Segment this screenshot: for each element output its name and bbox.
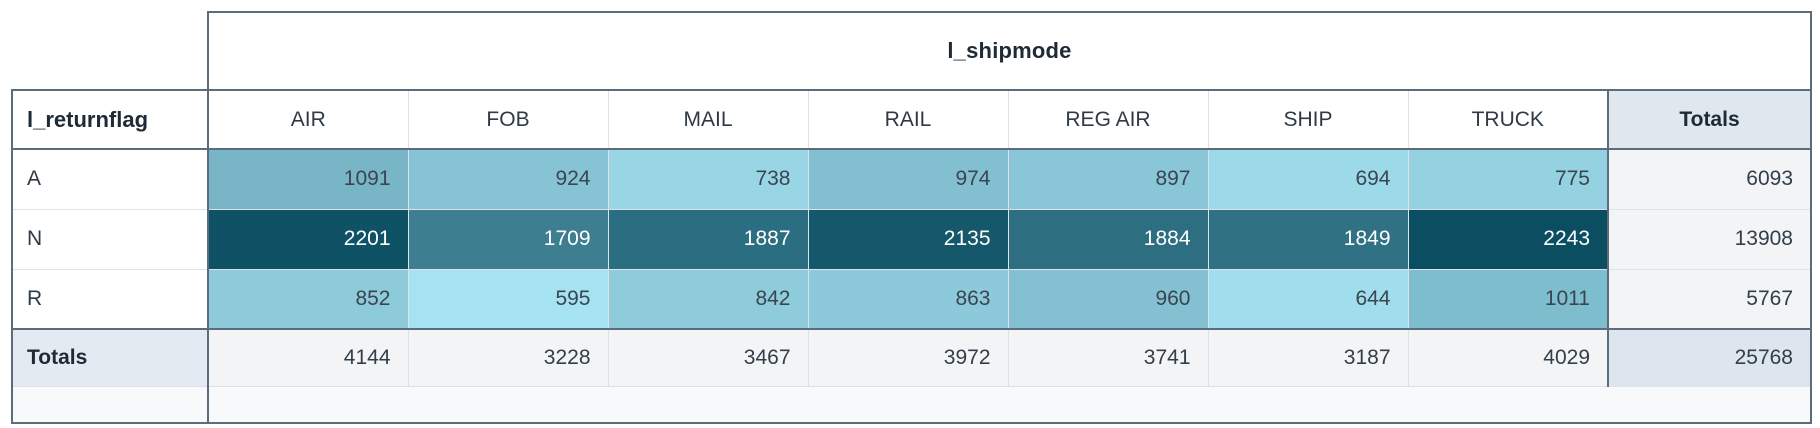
column-header-truck: TRUCK bbox=[1407, 89, 1609, 150]
row-label-a: A bbox=[11, 149, 209, 210]
top-left-spacer bbox=[12, 12, 208, 90]
column-header-ship: SHIP bbox=[1207, 89, 1409, 150]
heat-cell[interactable]: 974 bbox=[808, 149, 1009, 210]
heat-cell[interactable]: 1849 bbox=[1208, 209, 1409, 270]
heat-cell[interactable]: 897 bbox=[1008, 149, 1209, 210]
column-dimension-header: l_shipmode bbox=[207, 11, 1812, 91]
column-header-reg-air: REG AIR bbox=[1007, 89, 1209, 150]
heat-cell[interactable]: 1011 bbox=[1408, 269, 1609, 330]
heat-cell[interactable]: 2243 bbox=[1408, 209, 1609, 270]
row-label-n: N bbox=[11, 209, 209, 270]
heat-cell[interactable]: 775 bbox=[1408, 149, 1609, 210]
column-total-cell[interactable]: 3228 bbox=[408, 328, 609, 387]
heat-cell[interactable]: 2135 bbox=[808, 209, 1009, 270]
heat-cell[interactable]: 863 bbox=[808, 269, 1009, 330]
heat-cell[interactable]: 1884 bbox=[1008, 209, 1209, 270]
column-header-totals: Totals bbox=[1607, 89, 1812, 150]
heat-cell[interactable]: 595 bbox=[408, 269, 609, 330]
heat-cell[interactable]: 842 bbox=[608, 269, 809, 330]
column-total-cell[interactable]: 4144 bbox=[208, 328, 409, 387]
row-total-cell[interactable]: 6093 bbox=[1607, 149, 1812, 210]
heat-cell[interactable]: 644 bbox=[1208, 269, 1409, 330]
column-header-mail: MAIL bbox=[607, 89, 809, 150]
table-row-a: A 1091 924 738 974 897 694 775 6093 bbox=[11, 149, 1812, 210]
column-header-fob: FOB bbox=[407, 89, 609, 150]
row-label-r: R bbox=[11, 269, 209, 330]
heat-cell[interactable]: 2201 bbox=[208, 209, 409, 270]
column-header-rail: RAIL bbox=[807, 89, 1009, 150]
column-header-air: AIR bbox=[207, 89, 409, 150]
table-row-r: R 852 595 842 863 960 644 1011 5767 bbox=[11, 269, 1812, 330]
column-total-cell[interactable]: 3972 bbox=[808, 328, 1009, 387]
totals-row-label: Totals bbox=[11, 328, 209, 387]
heat-cell[interactable]: 1887 bbox=[608, 209, 809, 270]
heat-cell[interactable]: 738 bbox=[608, 149, 809, 210]
footer-spacer-left bbox=[11, 386, 209, 424]
footer-strip bbox=[11, 386, 1812, 424]
heat-cell[interactable]: 694 bbox=[1208, 149, 1409, 210]
pivot-table-grid: l_shipmode l_returnflag AIR FOB MAIL RAI… bbox=[11, 11, 1812, 424]
heat-cell[interactable]: 1091 bbox=[208, 149, 409, 210]
column-total-cell[interactable]: 4029 bbox=[1408, 328, 1609, 387]
footer-spacer-main bbox=[208, 386, 1812, 424]
heat-cell[interactable]: 1709 bbox=[408, 209, 609, 270]
column-total-cell[interactable]: 3467 bbox=[608, 328, 809, 387]
row-total-cell[interactable]: 13908 bbox=[1607, 209, 1812, 270]
heat-cell[interactable]: 924 bbox=[408, 149, 609, 210]
column-total-cell[interactable]: 3741 bbox=[1008, 328, 1209, 387]
heat-cell[interactable]: 960 bbox=[1008, 269, 1209, 330]
row-total-cell[interactable]: 5767 bbox=[1607, 269, 1812, 330]
row-dimension-header: l_returnflag bbox=[11, 89, 209, 150]
grand-total-cell[interactable]: 25768 bbox=[1607, 328, 1812, 387]
totals-row: Totals 4144 3228 3467 3972 3741 3187 402… bbox=[11, 328, 1812, 387]
table-row-n: N 2201 1709 1887 2135 1884 1849 2243 139… bbox=[11, 209, 1812, 270]
heat-cell[interactable]: 852 bbox=[208, 269, 409, 330]
column-total-cell[interactable]: 3187 bbox=[1208, 328, 1409, 387]
